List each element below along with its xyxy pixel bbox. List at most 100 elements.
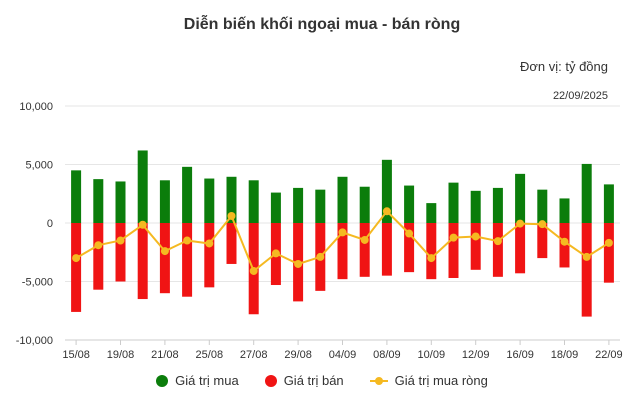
- net-point: [516, 219, 525, 228]
- net-point: [382, 207, 391, 216]
- sell-bar: [204, 223, 215, 288]
- net-point: [360, 235, 369, 244]
- legend-label-buy: Giá trị mua: [175, 373, 239, 388]
- buy-bar: [404, 185, 415, 223]
- buy-bar: [337, 176, 348, 223]
- buy-bar: [492, 187, 503, 223]
- sell-bar: [115, 223, 126, 282]
- buy-bar: [581, 163, 592, 223]
- x-tick-label: 18/09: [551, 349, 579, 361]
- net-point: [582, 252, 591, 261]
- buy-bar: [359, 186, 370, 223]
- net-point: [560, 237, 569, 246]
- buy-bar: [248, 180, 259, 223]
- sell-bar: [226, 223, 237, 264]
- y-tick-label: 10,000: [19, 101, 53, 113]
- sell-bar: [448, 223, 459, 278]
- x-tick-label: 10/09: [418, 349, 446, 361]
- net-point: [183, 236, 192, 245]
- y-tick-label: -5,000: [22, 277, 53, 289]
- buy-bar: [515, 173, 526, 223]
- x-tick-label: 08/09: [373, 349, 401, 361]
- buy-bar: [93, 179, 104, 223]
- x-tick-label: 15/08: [62, 349, 90, 361]
- y-tick-label: 5,000: [25, 160, 53, 172]
- sell-bar: [337, 223, 348, 280]
- legend-item-net[interactable]: Giá trị mua ròng: [369, 373, 488, 388]
- date-label: 22/09/2025: [552, 90, 608, 102]
- buy-bar: [537, 189, 548, 223]
- net-point: [72, 254, 81, 263]
- x-tick-label: 27/08: [240, 349, 268, 361]
- net-point: [294, 259, 303, 268]
- legend: Giá trị mua Giá trị bán Giá trị mua ròng: [0, 373, 644, 388]
- net-point: [227, 211, 236, 220]
- x-tick-label: 19/08: [107, 349, 135, 361]
- red-circle-icon: [264, 374, 277, 387]
- net-point: [338, 228, 347, 237]
- buy-bar: [137, 150, 148, 223]
- sell-bar: [537, 223, 548, 259]
- sell-bar: [581, 223, 592, 317]
- y-tick-label: -10,000: [16, 335, 53, 347]
- net-point: [604, 238, 613, 247]
- legend-item-sell[interactable]: Giá trị bán: [264, 373, 344, 388]
- net-point: [538, 220, 547, 229]
- net-point: [94, 241, 103, 250]
- sell-bar: [426, 223, 437, 280]
- net-point: [249, 266, 258, 275]
- legend-label-sell: Giá trị bán: [283, 373, 344, 388]
- buy-bar: [71, 170, 82, 223]
- sell-bar: [71, 223, 82, 312]
- buy-bar: [559, 198, 570, 223]
- sell-bar: [182, 223, 193, 297]
- net-point: [493, 237, 502, 246]
- net-point: [471, 232, 480, 241]
- buy-bar: [426, 203, 437, 223]
- buy-bar: [204, 178, 215, 223]
- orange-line-dot-icon: [369, 375, 388, 387]
- buy-bar: [315, 189, 326, 223]
- net-point: [316, 252, 325, 261]
- legend-label-net: Giá trị mua ròng: [394, 373, 488, 388]
- legend-item-buy[interactable]: Giá trị mua: [156, 373, 239, 388]
- sell-bar: [359, 223, 370, 277]
- net-point: [405, 229, 414, 238]
- net-point: [205, 239, 214, 248]
- sell-bar: [381, 223, 392, 276]
- buy-bar: [115, 181, 126, 223]
- y-tick-label: 0: [47, 218, 53, 230]
- green-circle-icon: [156, 374, 169, 387]
- buy-bar: [159, 180, 170, 223]
- sell-bar: [603, 223, 614, 283]
- x-tick-label: 12/09: [462, 349, 490, 361]
- buy-bar: [270, 192, 281, 223]
- buy-bar: [226, 176, 237, 223]
- net-point: [271, 249, 280, 258]
- net-point: [138, 220, 147, 229]
- sell-bar: [515, 223, 526, 274]
- sell-bar: [492, 223, 503, 277]
- net-point: [116, 236, 125, 245]
- x-tick-label: 29/08: [284, 349, 312, 361]
- buy-bar: [293, 187, 304, 223]
- sell-bar: [137, 223, 148, 300]
- net-point: [449, 233, 458, 242]
- sell-bar: [159, 223, 170, 294]
- buy-bar: [448, 182, 459, 223]
- sell-bar: [93, 223, 104, 290]
- sell-bar: [404, 223, 415, 273]
- chart-title: Diễn biến khối ngoại mua - bán ròng: [183, 16, 461, 33]
- buy-bar: [603, 184, 614, 223]
- net-point: [427, 254, 436, 263]
- buy-bar: [381, 159, 392, 223]
- x-tick-label: 04/09: [329, 349, 357, 361]
- unit-label: Đơn vị: tỷ đồng: [519, 59, 608, 74]
- x-tick-label: 22/09: [595, 349, 623, 361]
- buy-bar: [470, 190, 481, 223]
- x-tick-label: 25/08: [196, 349, 224, 361]
- x-tick-label: 16/09: [506, 349, 534, 361]
- sell-bar: [470, 223, 481, 270]
